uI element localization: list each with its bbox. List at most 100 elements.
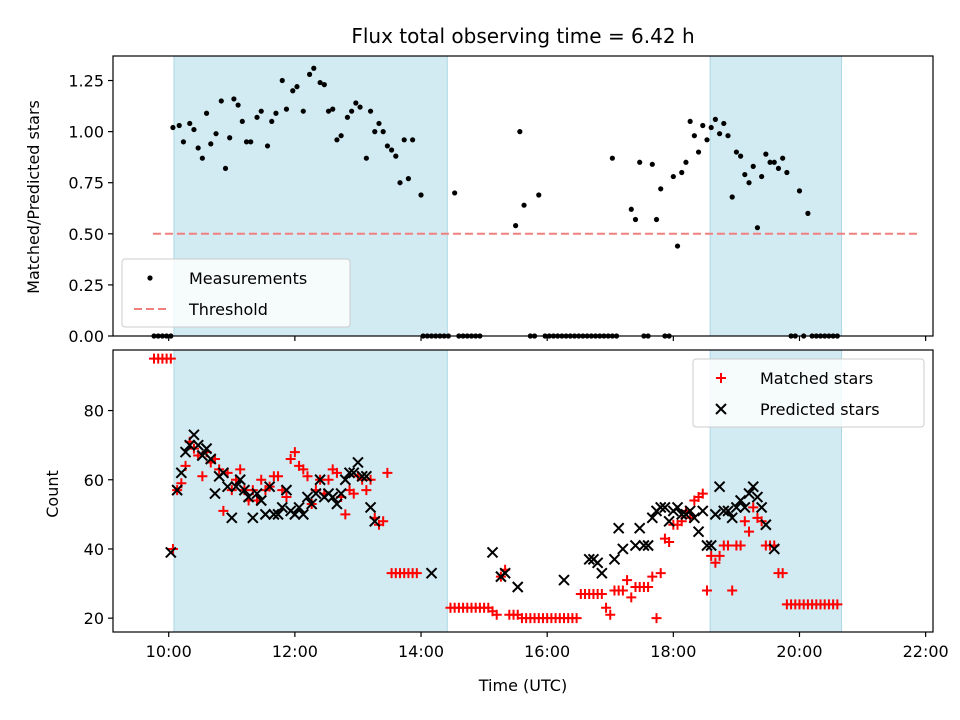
data-point — [217, 467, 230, 479]
data-point — [254, 114, 260, 120]
shaded-interval-1 — [173, 349, 448, 633]
data-point — [405, 176, 412, 182]
data-point — [372, 129, 378, 135]
data-point — [289, 447, 300, 458]
data-point — [655, 568, 666, 579]
y-tick-label: 60 — [84, 471, 104, 490]
data-point — [305, 498, 318, 510]
data-point — [268, 508, 280, 521]
data-point — [626, 592, 637, 603]
data-point — [338, 133, 344, 139]
data-point — [259, 508, 272, 521]
data-point — [285, 453, 296, 464]
data-point — [760, 519, 772, 531]
data-point — [330, 106, 336, 112]
data-point — [187, 120, 193, 127]
data-point — [684, 505, 696, 517]
data-point — [697, 488, 708, 499]
data-point — [283, 106, 290, 112]
data-point — [369, 515, 381, 527]
x-tick-label: 18:00 — [650, 642, 696, 661]
data-point — [247, 512, 259, 524]
data-point — [649, 161, 655, 167]
data-point — [716, 131, 723, 137]
data-point — [175, 467, 188, 479]
data-point — [325, 108, 332, 114]
data-point — [353, 100, 359, 106]
data-point — [364, 501, 377, 514]
data-point — [361, 485, 372, 496]
y-tick-label: 1.25 — [68, 72, 104, 91]
data-point — [376, 120, 382, 127]
data-point — [777, 568, 788, 579]
data-point — [751, 491, 764, 503]
data-point — [188, 429, 200, 441]
data-point — [617, 585, 628, 596]
data-point — [780, 155, 786, 161]
data-point — [742, 171, 748, 178]
data-point — [722, 505, 734, 517]
data-point — [273, 110, 279, 116]
data-point — [726, 512, 738, 524]
data-point — [638, 539, 650, 552]
data-point — [596, 567, 608, 579]
data-point — [805, 210, 811, 216]
top-panel: 0.00 0.25 0.50 0.75 1.00 1.25 Measurements Thre… — [68, 55, 934, 346]
data-point — [486, 546, 499, 559]
data-point — [723, 540, 733, 551]
y-tick-label: 1.00 — [68, 123, 104, 142]
y-tick-label: 0.75 — [68, 174, 104, 193]
data-point — [643, 582, 654, 593]
bottom-y-axis-label: Count — [43, 470, 62, 518]
y-tick-label: 40 — [84, 540, 104, 559]
x-tick-label: 14:00 — [398, 642, 444, 661]
data-point — [192, 439, 204, 451]
data-point — [704, 137, 710, 143]
data-point — [674, 243, 681, 249]
data-point — [222, 165, 229, 172]
bottom-panel: 10:00 12:00 14:00 16:00 18:00 20:00 22:00 20 40 6… — [84, 349, 949, 661]
data-point — [734, 494, 747, 507]
x-axis-label: Time (UTC) — [478, 676, 567, 695]
data-point — [179, 446, 192, 458]
data-point — [709, 508, 722, 521]
x-tick-label: 20:00 — [776, 642, 822, 661]
data-point — [331, 467, 342, 478]
data-point — [199, 155, 205, 161]
data-point — [683, 159, 689, 165]
x-tick-label: 10:00 — [146, 642, 192, 661]
data-point — [583, 553, 595, 566]
data-point — [301, 491, 314, 503]
data-point — [771, 159, 777, 165]
legend-label: Threshold — [188, 300, 268, 319]
legend-box — [121, 258, 351, 328]
data-point — [239, 118, 245, 125]
data-point — [360, 470, 373, 483]
data-point — [331, 498, 343, 510]
data-point — [700, 122, 706, 129]
data-point — [393, 153, 399, 159]
legend-marker — [716, 373, 726, 383]
data-point — [735, 540, 746, 551]
data-point — [655, 501, 667, 514]
data-point — [536, 192, 542, 198]
data-point — [612, 522, 625, 534]
data-point — [692, 525, 705, 538]
data-point — [357, 104, 363, 110]
data-point — [195, 145, 201, 151]
data-point — [191, 126, 197, 133]
data-point — [310, 487, 322, 500]
data-point — [340, 509, 351, 520]
data-point — [633, 522, 646, 534]
plot-frame — [112, 349, 934, 633]
data-point — [248, 139, 254, 145]
data-point — [679, 169, 685, 176]
y-tick-label: 80 — [84, 402, 104, 421]
data-point — [323, 474, 334, 485]
data-point — [209, 487, 221, 500]
data-point — [632, 216, 639, 223]
data-point — [327, 491, 339, 503]
data-point — [558, 574, 570, 586]
data-point — [708, 124, 714, 131]
data-point — [664, 537, 675, 548]
